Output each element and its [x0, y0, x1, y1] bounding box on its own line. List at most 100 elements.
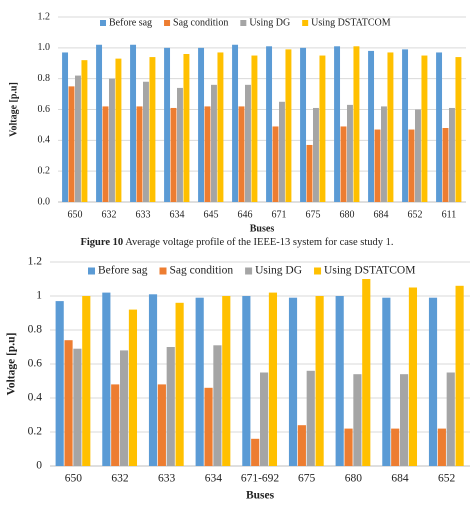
bar [164, 47, 171, 203]
bar [82, 296, 91, 466]
bar [437, 428, 446, 466]
y-tick-label: 0.6 [28, 358, 43, 370]
bar [102, 106, 109, 202]
bar [353, 374, 362, 466]
legend-swatch [314, 267, 322, 275]
legend-swatch [159, 267, 167, 275]
bar [204, 387, 213, 466]
bar [442, 128, 449, 202]
bar [75, 75, 81, 202]
bar [111, 384, 120, 466]
bar [344, 428, 353, 466]
bar [313, 107, 319, 202]
bar [297, 425, 306, 466]
bar [455, 285, 464, 466]
x-tick-label: 645 [204, 209, 219, 220]
legend-swatch [88, 267, 95, 275]
bar [128, 309, 138, 466]
bar [109, 78, 115, 202]
bar [217, 52, 224, 203]
legend-swatch [240, 20, 247, 26]
x-tick-label: 611 [442, 209, 457, 220]
bar [387, 52, 394, 203]
bar [120, 350, 129, 466]
bar [300, 47, 307, 203]
legend-swatch [245, 267, 253, 275]
bar [449, 107, 455, 202]
bar [408, 129, 415, 202]
y-tick-label: 1.0 [38, 42, 51, 53]
x-tick-label: 671-692 [241, 473, 280, 485]
bar [64, 340, 73, 466]
bar [102, 292, 111, 466]
bar [148, 294, 158, 466]
x-tick-label: 675 [298, 473, 316, 485]
bar [238, 106, 245, 202]
y-axis-title: Voltage [p.u] [8, 82, 19, 137]
y-tick-label: 0 [36, 460, 42, 472]
y-tick-label: 0.2 [28, 426, 43, 438]
bar [402, 49, 409, 202]
bar [251, 438, 260, 466]
y-tick-label: 0.6 [38, 104, 51, 115]
legend-swatch [100, 20, 106, 26]
x-tick-label: 671 [272, 209, 287, 220]
bar [335, 296, 344, 466]
bar [55, 301, 64, 466]
bar [285, 49, 292, 202]
bar [436, 52, 443, 203]
figure-caption: Figure 10 Average voltage profile of the… [80, 237, 393, 248]
bar [306, 370, 315, 466]
bar [279, 101, 285, 202]
x-tick-label: 652 [438, 473, 456, 485]
bar [242, 296, 251, 466]
bar [408, 287, 418, 466]
bar [143, 81, 149, 202]
legend-label: Using DSTATCOM [311, 17, 391, 28]
y-tick-label: 0.4 [38, 135, 51, 146]
y-tick-label: 0.4 [28, 392, 43, 404]
bar [166, 347, 175, 466]
legend-label: Sag condition [173, 17, 228, 28]
bar [391, 428, 400, 466]
y-tick-label: 1 [36, 290, 42, 302]
bar [260, 372, 269, 466]
y-tick-label: 1.2 [28, 256, 43, 268]
bar [62, 52, 69, 203]
bar [183, 54, 190, 202]
bar [211, 84, 217, 202]
bar [381, 106, 387, 202]
x-tick-label: 650 [65, 473, 83, 485]
bar [347, 104, 353, 202]
bar [213, 345, 222, 466]
x-tick-label: 652 [408, 209, 423, 220]
bar [198, 47, 205, 203]
bar [319, 55, 326, 202]
legend-swatch [164, 20, 171, 26]
caption-label: Figure 10 [80, 237, 123, 248]
bar [136, 106, 143, 202]
bar [177, 87, 183, 202]
bar [400, 374, 409, 466]
bar [353, 46, 360, 202]
y-axis-title: Voltage [p.u] [6, 333, 18, 396]
bar [382, 297, 391, 466]
bar [266, 46, 273, 202]
x-tick-label: 633 [158, 473, 176, 485]
legend-label: Before sag [98, 265, 148, 277]
x-axis-title: Buses [250, 223, 275, 234]
bar [170, 107, 177, 202]
x-tick-label: 646 [238, 209, 253, 220]
x-tick-label: 632 [102, 209, 117, 220]
bar [428, 297, 438, 466]
x-tick-label: 634 [205, 473, 223, 485]
x-tick-label: 675 [306, 209, 321, 220]
bar [175, 302, 184, 466]
legend-label: Using DG [249, 17, 290, 28]
legend-label: Using DSTATCOM [324, 265, 415, 277]
bar [251, 55, 258, 202]
legend-label: Sag condition [170, 265, 234, 277]
bar [130, 44, 137, 202]
x-tick-label: 684 [391, 473, 409, 485]
bar [455, 57, 462, 203]
